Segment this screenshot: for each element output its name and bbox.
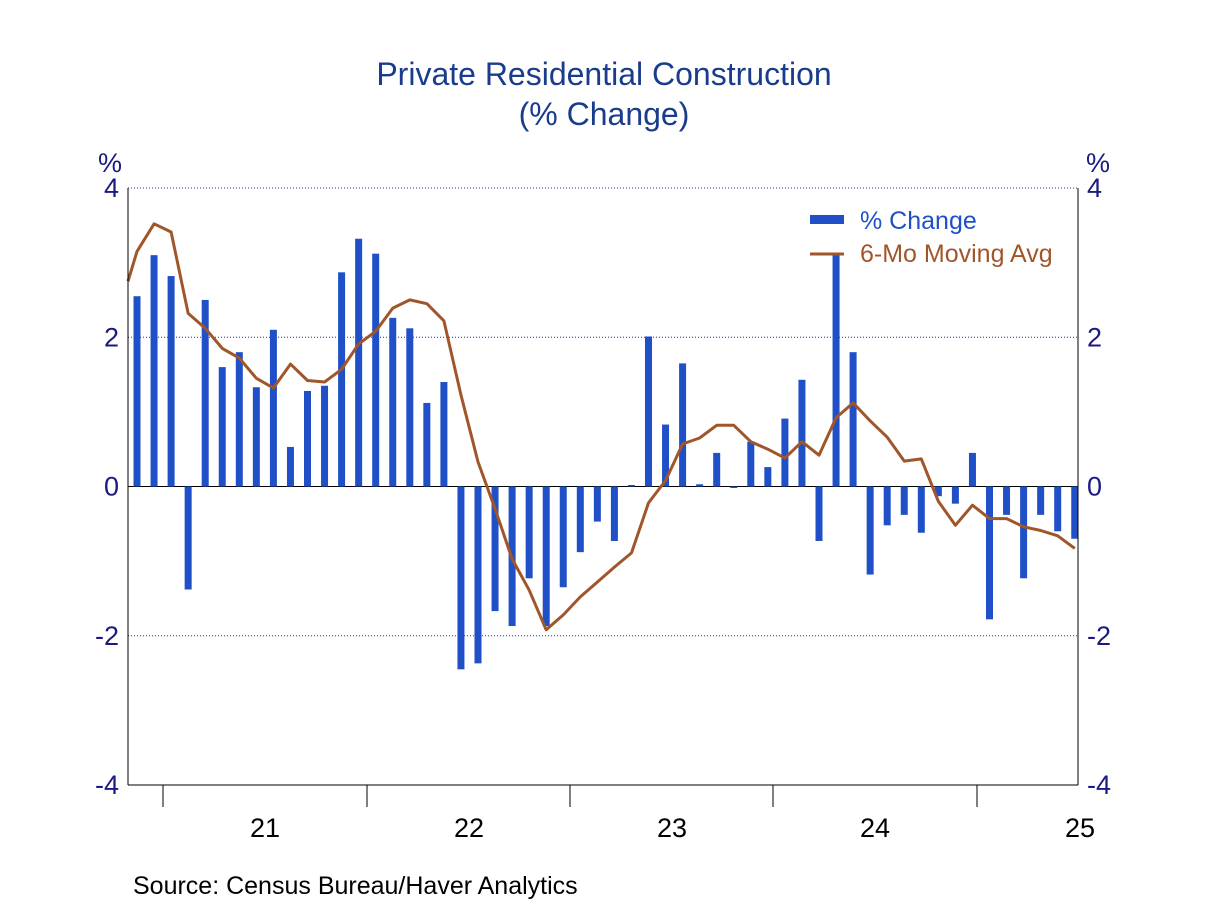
y-unit-right: %	[1086, 148, 1110, 178]
bar	[1020, 486, 1028, 579]
y-tick-label-right: -2	[1087, 621, 1111, 651]
legend-bar-label: % Change	[860, 207, 977, 235]
bar	[627, 485, 635, 487]
bar	[1071, 486, 1079, 539]
bar	[440, 382, 448, 487]
y-unit-left: %	[98, 148, 122, 178]
axis-layer: 4 42 20 0-2 -2-4 -4% %21 22 23 24 25	[95, 148, 1111, 843]
x-tick-label: 23	[657, 813, 687, 843]
bar	[764, 467, 772, 487]
bar	[304, 390, 311, 487]
bar	[883, 486, 891, 526]
bar	[150, 255, 158, 487]
bar	[184, 486, 192, 590]
bar	[423, 402, 431, 487]
x-tick-label: 24	[860, 813, 890, 843]
bar	[645, 336, 652, 487]
bar	[866, 486, 874, 575]
bar	[849, 352, 857, 487]
bar	[696, 484, 704, 487]
bar	[832, 253, 840, 487]
legend-line-label: 6-Mo Moving Avg	[860, 240, 1053, 268]
legend-bar-swatch	[810, 215, 844, 224]
y-tick-label-right: 2	[1087, 322, 1102, 352]
bar	[986, 486, 993, 620]
y-tick-label-right: -4	[1087, 770, 1111, 800]
bar	[951, 486, 959, 504]
bar	[1054, 486, 1062, 532]
bar	[235, 352, 243, 487]
bar	[900, 486, 908, 515]
bar	[593, 486, 601, 522]
chart-subtitle: (% Change)	[518, 96, 690, 132]
x-tick-label: 21	[250, 813, 280, 843]
bar	[457, 486, 465, 670]
bar	[747, 441, 755, 487]
bar	[781, 418, 789, 487]
y-tick-label-left: 4	[104, 173, 119, 203]
y-tick-label-right: 4	[1087, 173, 1102, 203]
bar	[338, 272, 346, 487]
bar	[252, 387, 260, 487]
moving-average-line	[126, 222, 1076, 632]
bar	[798, 379, 806, 487]
bar	[559, 486, 567, 588]
bar	[917, 486, 925, 533]
bar	[355, 238, 363, 487]
bar	[474, 486, 482, 664]
bar	[542, 486, 550, 627]
bar	[525, 486, 533, 579]
bar	[406, 328, 414, 487]
bar	[201, 299, 209, 487]
bar	[286, 446, 294, 487]
bar	[491, 486, 499, 612]
y-tick-label-left: 0	[104, 472, 119, 502]
source-note: Source: Census Bureau/Haver Analytics	[133, 872, 578, 900]
bar	[372, 253, 380, 487]
bar	[576, 486, 584, 553]
y-tick-label-left: -2	[95, 621, 119, 651]
bar	[1037, 486, 1045, 515]
bar	[679, 363, 687, 487]
chart-title: Private Residential Construction	[376, 56, 832, 92]
y-tick-label-right: 0	[1087, 472, 1102, 502]
bar	[321, 385, 329, 487]
line-layer	[126, 222, 1076, 632]
bar	[133, 296, 141, 487]
bar	[713, 452, 721, 487]
bar	[662, 424, 670, 487]
bar	[730, 486, 738, 488]
y-tick-label-left: 2	[104, 322, 119, 352]
legend: % Change 6-Mo Moving Avg	[810, 207, 1053, 268]
bar-layer	[133, 238, 1079, 670]
x-tick-label: 25	[1065, 813, 1095, 843]
y-tick-label-left: -4	[95, 770, 119, 800]
bar	[610, 486, 618, 541]
bar	[1003, 486, 1011, 515]
bar	[389, 317, 397, 487]
bar	[934, 486, 942, 497]
bar	[218, 367, 226, 487]
bar	[167, 276, 175, 487]
bar	[815, 486, 823, 541]
bar	[269, 329, 277, 487]
x-tick-label: 22	[454, 813, 484, 843]
bar	[968, 452, 976, 487]
